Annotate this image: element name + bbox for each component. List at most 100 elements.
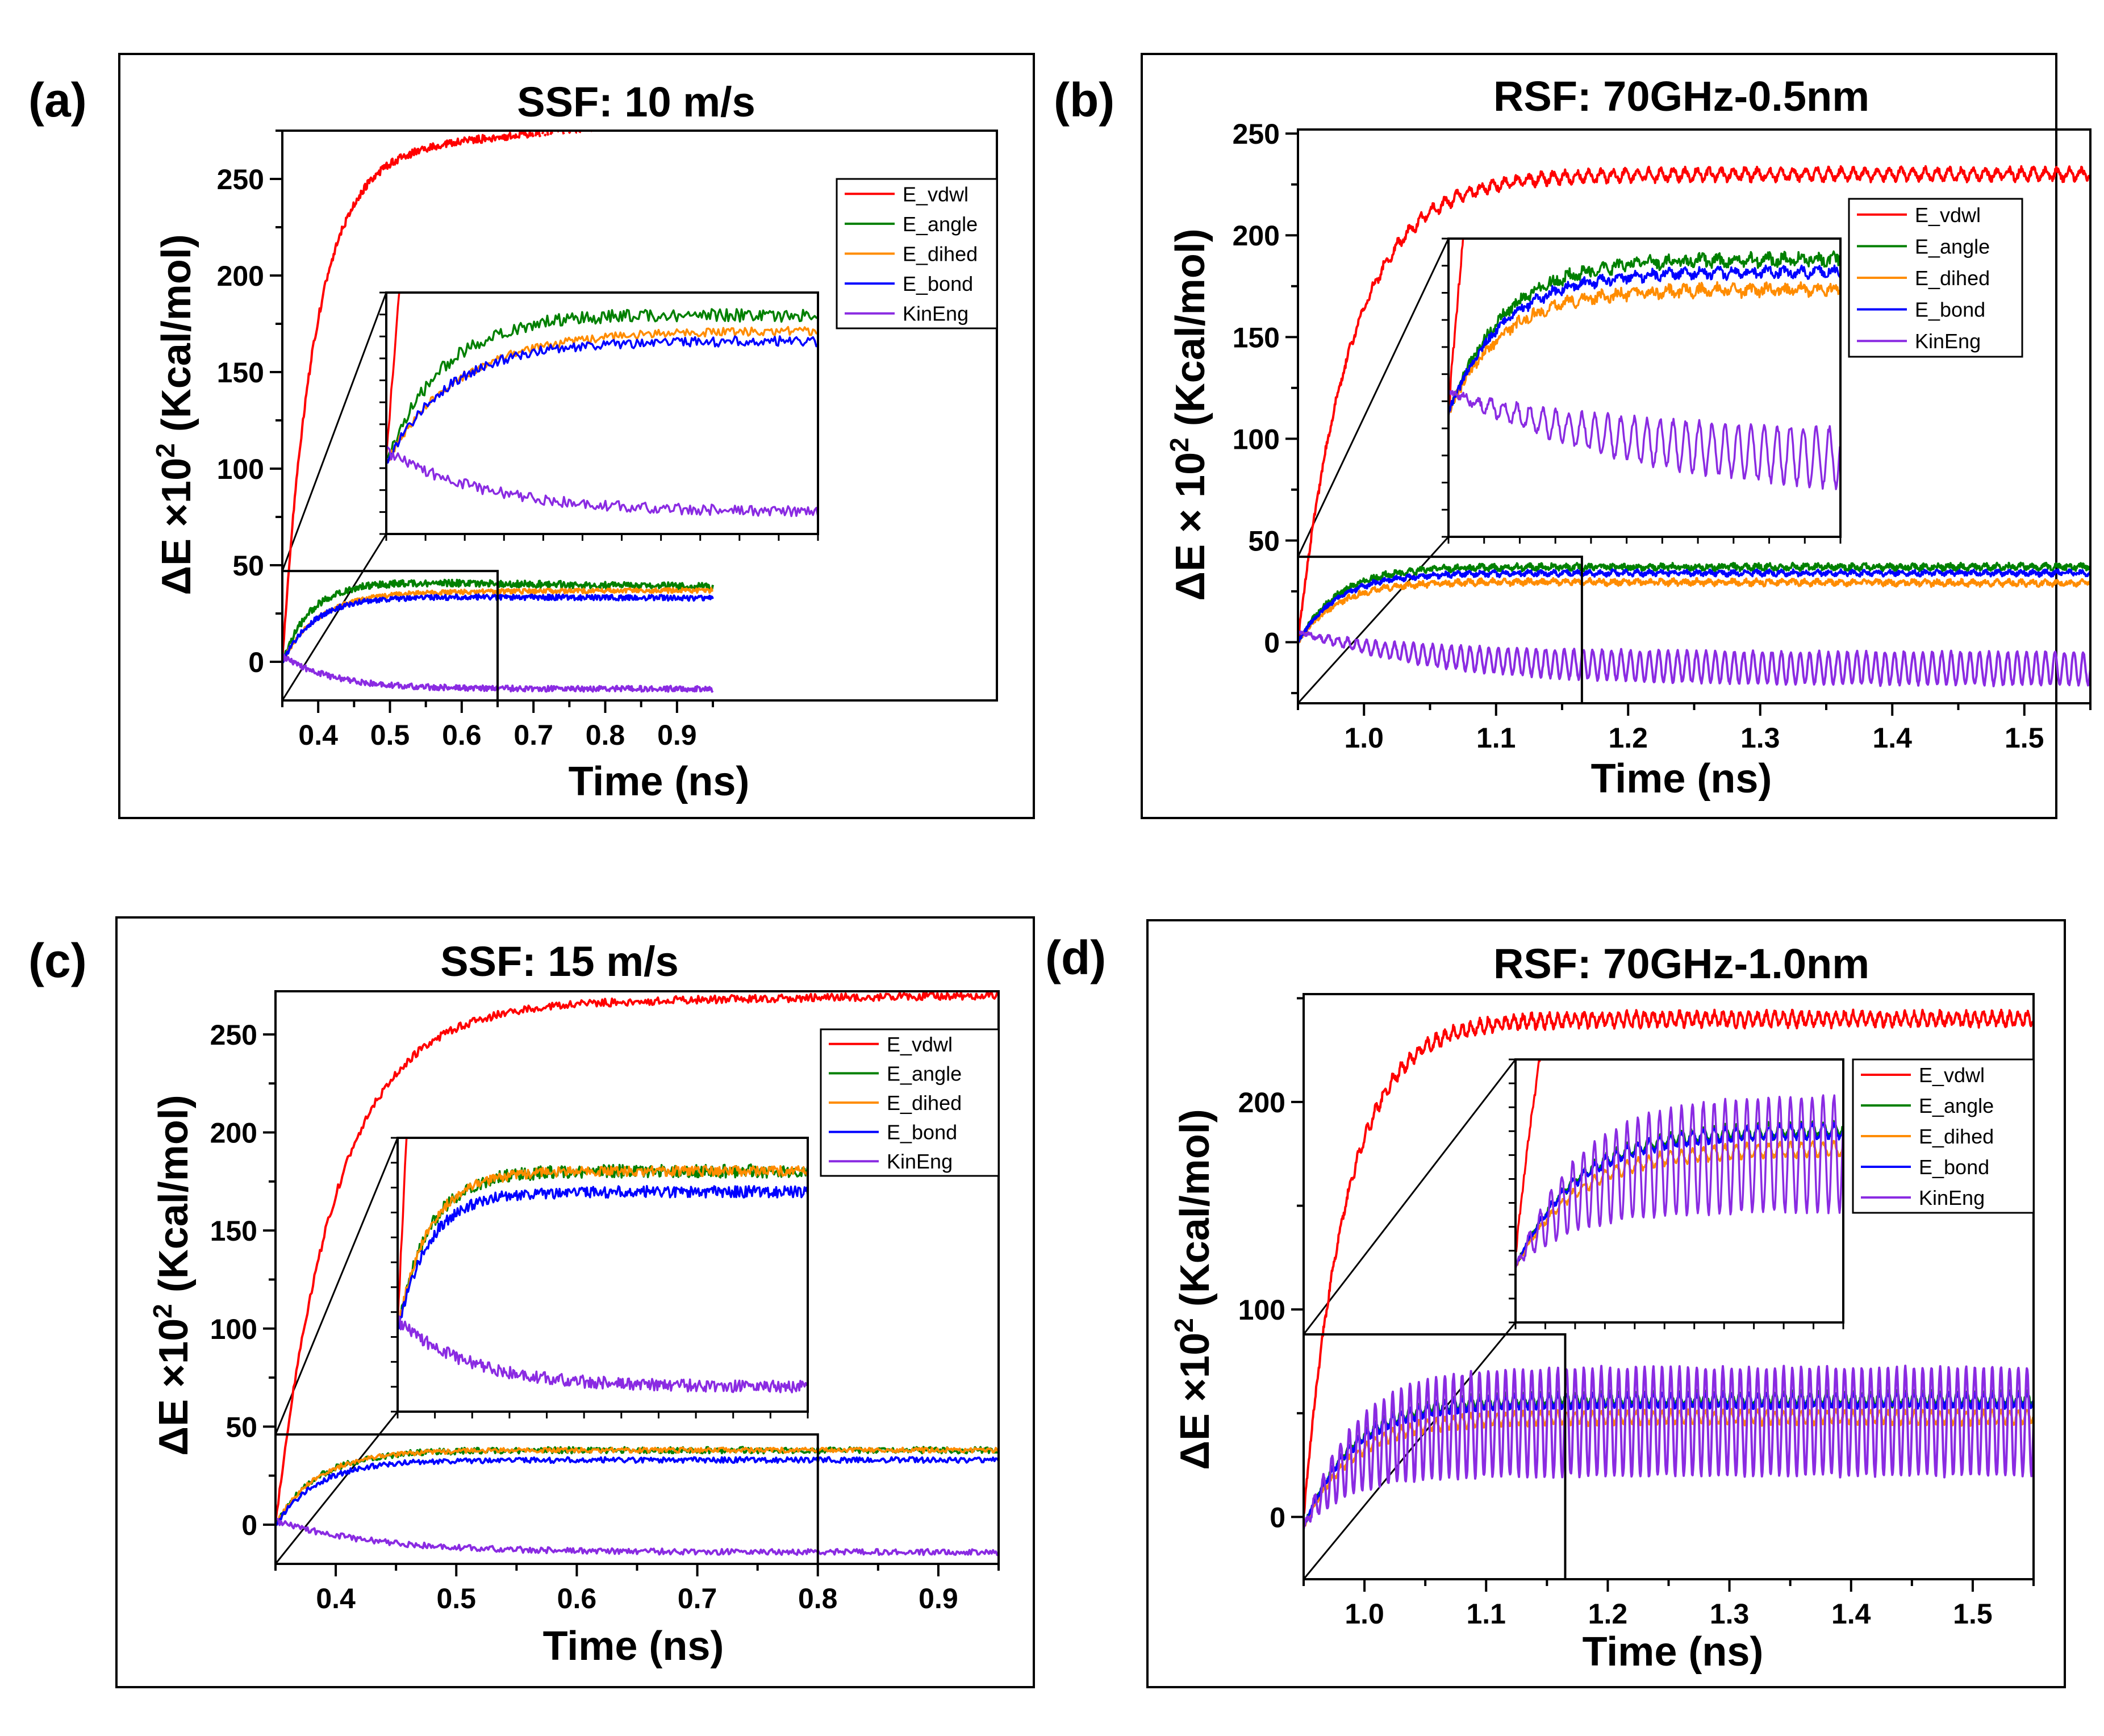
panel-b-y-tick-label: 250	[1233, 118, 1280, 150]
panel-b-series-e-bond	[1297, 568, 2092, 644]
panel-a-legend-label: KinEng	[903, 302, 968, 326]
panel-b-y-axis-label: ΔE × 102 (Kcal/mol)	[1164, 228, 1213, 601]
panel-a-y-tick-label: 50	[232, 550, 264, 582]
panel-c-zoom-connector-top	[274, 1137, 399, 1435]
panel-d-legend-label: E_angle	[1919, 1094, 1994, 1117]
panel-c-x-tick-label: 0.7	[678, 1583, 717, 1614]
panel-c-y-tick-label: 0	[241, 1509, 257, 1541]
panel-a-y-tick-label: 0	[248, 646, 264, 678]
panel-b-legend-label: E_vdwl	[1915, 203, 1981, 227]
panel-d-zoom-connectors	[1303, 1059, 1517, 1580]
panel-b-legend-label: E_dihed	[1915, 266, 1990, 290]
panel-a-y-tick-label: 150	[217, 357, 264, 389]
panel-d-x-axis-label: Time (ns)	[1583, 1629, 1764, 1675]
panel-a-legend-label: E_dihed	[903, 243, 978, 266]
panel-c-series-kineng	[275, 1517, 1000, 1556]
panel-a-x-tick-label: 0.4	[298, 719, 338, 751]
panel-c-legend-label: E_angle	[887, 1062, 962, 1085]
panel-c-x-axis-label: Time (ns)	[543, 1624, 724, 1669]
panel-d-series-e-vdwl	[1303, 1008, 2035, 1515]
panel-a-inset-series-kineng	[386, 445, 818, 518]
panel-c-y-tick-label: 150	[210, 1215, 257, 1247]
panel-c-zoom-connectors	[274, 1137, 399, 1564]
panel-a-x-tick-label: 0.5	[370, 719, 410, 751]
panel-b-x-tick-label: 1.3	[1740, 722, 1780, 754]
panel-b-x-tick-label: 1.5	[2005, 722, 2044, 754]
panel-c-zoom-connector-bottom	[274, 1411, 399, 1564]
panel-b-title: RSF: 70GHz-0.5nm	[1493, 73, 1869, 120]
panel-d-inset-series-kineng	[1516, 1094, 1843, 1269]
panel-b-inset-series-e-bond	[1448, 264, 1840, 416]
panel-d-inset-series	[1516, 1059, 1843, 1270]
panel-c: (c) SSF: 15 m/s 0.4 0.5 0.6 0.7 0.8 0.9 0 50 100…	[28, 916, 1035, 1688]
panel-a-legend: E_vdwl E_angle E_dihed E_bond KinEng	[836, 178, 998, 329]
panel-d-legend-label: E_bond	[1919, 1155, 1989, 1179]
panel-c-series-e-vdwl	[274, 990, 999, 1523]
panel-a-y-tick-label: 100	[217, 453, 264, 485]
panel-b-letter: (b)	[1054, 73, 1114, 127]
panel-b-y-tick-label: 200	[1233, 220, 1280, 252]
panel-c-legend-label: KinEng	[887, 1150, 953, 1173]
panel-a-title: SSF: 10 m/s	[517, 78, 755, 126]
panel-b-y-tick-label: 150	[1233, 322, 1280, 353]
panel-c-inset-frame	[396, 1137, 809, 1413]
panel-b-zoom-connectors	[1297, 238, 1450, 704]
panel-b: (b) RSF: 70GHz-0.5nm 1.0 1.1 1.2 1.3 1.4 1.5 0…	[1054, 53, 2092, 819]
panel-d-legend-label: E_vdwl	[1919, 1063, 1985, 1087]
panel-c-x-tick-label: 0.8	[798, 1583, 838, 1614]
panel-d-ticks: 1.0 1.1 1.2 1.3 1.4 1.5 0 100 200	[1238, 997, 2035, 1630]
panel-c-inset-series-e-bond	[398, 1185, 808, 1330]
panel-a-y-tick-label: 200	[217, 260, 264, 292]
panel-a-x-tick-label: 0.8	[586, 719, 625, 751]
panel-a-inset-border	[385, 291, 819, 535]
panel-c-x-tick-label: 0.9	[919, 1583, 958, 1614]
panel-d-inset	[1509, 1058, 1844, 1329]
panel-b-x-axis-label: Time (ns)	[1591, 756, 1772, 802]
panel-d-legend-label: KinEng	[1919, 1186, 1985, 1209]
panel-b-legend-label: KinEng	[1915, 329, 1981, 353]
panel-d-x-tick-label: 1.3	[1710, 1598, 1750, 1630]
panel-d-y-axis-label: ΔE ×102 (Kcal/mol)	[1169, 1109, 1218, 1470]
panel-c-y-tick-label: 50	[226, 1411, 257, 1443]
panel-a-zoom-connectors	[281, 292, 387, 701]
panel-a-inset-series-e-angle	[386, 308, 818, 459]
panel-c-inset	[391, 1137, 809, 1418]
panel-b-x-tick-label: 1.4	[1872, 722, 1912, 754]
panel-a-x-tick-label: 0.6	[442, 719, 482, 751]
panel-b-inset-series-kineng	[1448, 390, 1840, 490]
panel-b-series-e-vdwl	[1297, 165, 2092, 641]
panel-a-legend-label: E_vdwl	[903, 182, 968, 206]
panel-d-y-tick-label: 0	[1270, 1501, 1285, 1533]
panel-a-inset-series	[386, 293, 818, 518]
panel-c-y-axis-label: ΔE ×102 (Kcal/mol)	[148, 1095, 197, 1456]
panel-d-y-tick-label: 100	[1238, 1294, 1285, 1326]
panel-b-y-tick-label: 100	[1233, 423, 1280, 455]
panel-c-series-e-dihed	[275, 1446, 999, 1525]
panel-b-inset-border	[1447, 237, 1842, 538]
panel-b-zoom-connector-bottom	[1297, 536, 1450, 704]
panel-d: (d) RSF: 70GHz-1.0nm 1.0 1.1 1.2 1.3 1.4 1.5 0…	[1045, 919, 2066, 1688]
panel-a: (a) SSF: 10 m/s 0.4 0.5 0.6 0.7 0.8 0.9 0 50 100…	[28, 53, 1035, 819]
panel-b-inset-series-e-dihed	[1448, 281, 1840, 417]
panel-c-legend-label: E_bond	[887, 1121, 957, 1144]
panel-a-ticks: 0.4 0.5 0.6 0.7 0.8 0.9 0 50 100 150 200 250	[217, 130, 714, 751]
panel-b-y-tick-label: 0	[1264, 627, 1280, 659]
panel-b-inset-frame	[1447, 237, 1842, 538]
panel-a-plot-frame	[281, 130, 998, 702]
panel-b-series	[1297, 165, 2092, 705]
panel-c-title: SSF: 15 m/s	[440, 938, 679, 985]
panel-b-legend-label: E_angle	[1915, 235, 1990, 258]
panel-b-inset	[1442, 237, 1842, 544]
panel-d-y-tick-label: 200	[1238, 1087, 1285, 1119]
panel-c-x-tick-label: 0.4	[316, 1583, 356, 1614]
panel-b-series-e-angle	[1297, 561, 2092, 645]
panel-b-legend: E_vdwl E_angle E_dihed E_bond KinEng	[1848, 198, 2023, 358]
panel-a-x-tick-label: 0.7	[514, 719, 553, 751]
panel-d-x-tick-label: 1.0	[1345, 1598, 1384, 1630]
panel-c-inset-border	[396, 1137, 809, 1413]
panel-c-y-tick-label: 250	[210, 1019, 257, 1051]
panel-a-x-tick-label: 0.9	[657, 719, 697, 751]
panel-d-legend: E_vdwl E_angle E_dihed E_bond KinEng	[1852, 1058, 2035, 1214]
panel-a-inset	[379, 291, 819, 541]
